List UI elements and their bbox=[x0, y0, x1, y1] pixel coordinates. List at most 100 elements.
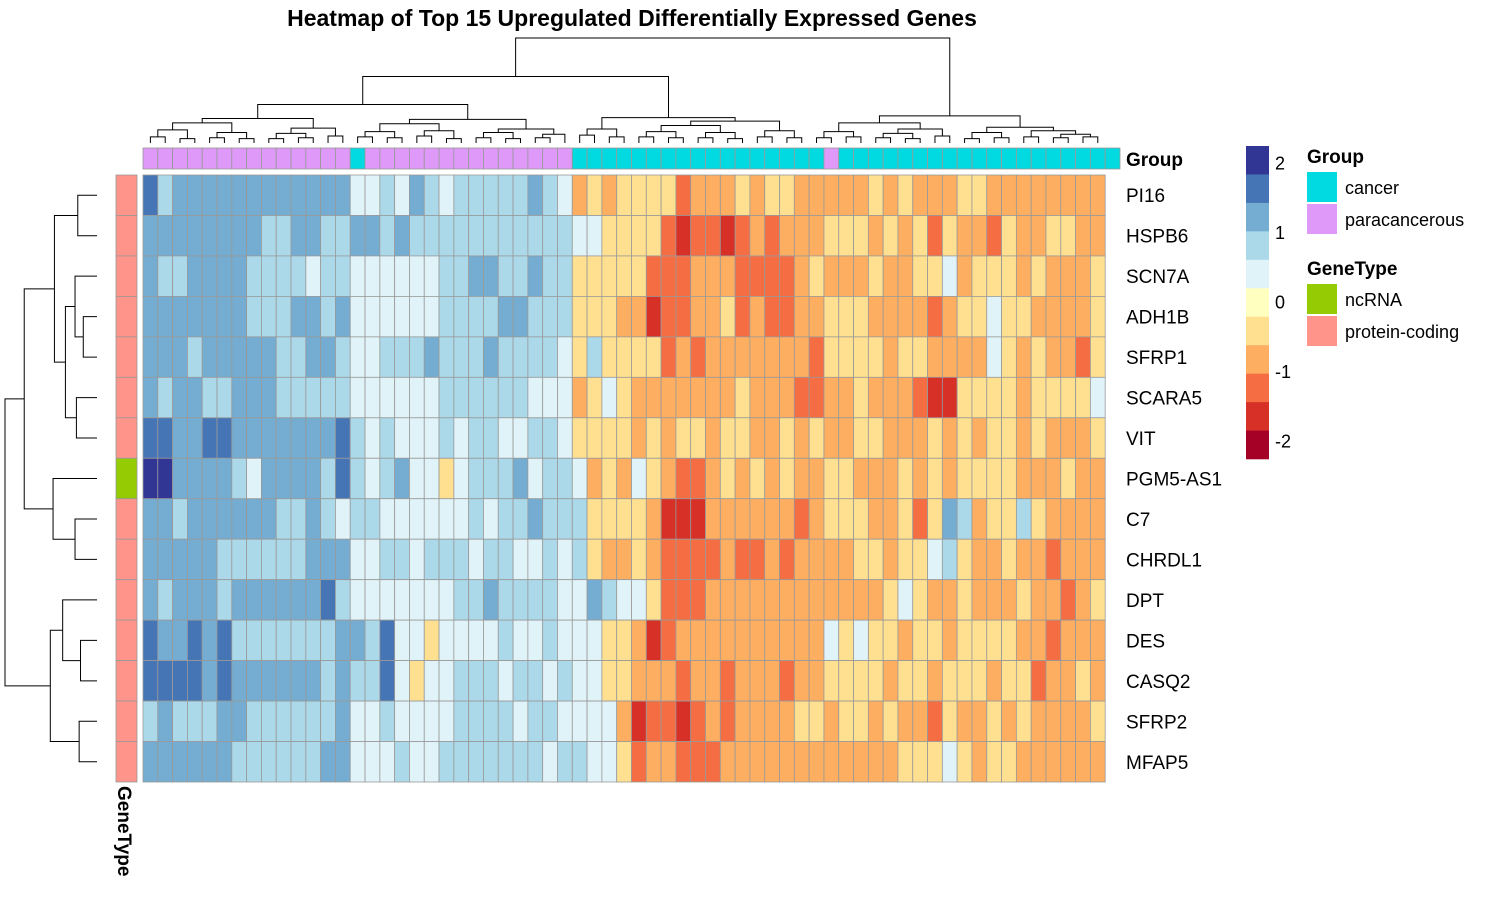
heatmap-cell bbox=[468, 498, 484, 540]
heatmap-cell bbox=[320, 417, 336, 459]
heatmap-cell bbox=[142, 174, 159, 216]
heatmap-cell bbox=[172, 417, 188, 459]
heatmap-cell bbox=[290, 174, 307, 216]
heatmap-cell bbox=[719, 215, 736, 257]
heatmap-cell bbox=[808, 417, 825, 459]
dendrogram-branch bbox=[1060, 133, 1091, 138]
heatmap-cell bbox=[557, 215, 573, 257]
heatmap-cell bbox=[912, 295, 928, 338]
heatmap-cell bbox=[394, 700, 410, 742]
heatmap-cell bbox=[364, 295, 381, 338]
heatmap-cell bbox=[823, 538, 840, 581]
group-annotation-cell bbox=[142, 147, 159, 170]
heatmap-cell bbox=[1045, 215, 1062, 257]
genetype-annotation-cell bbox=[115, 619, 138, 662]
heatmap-cell bbox=[364, 579, 381, 621]
heatmap-cell bbox=[823, 215, 840, 257]
heatmap-cell bbox=[660, 255, 677, 297]
heatmap-cell bbox=[853, 579, 869, 621]
heatmap-cell bbox=[349, 538, 366, 581]
heatmap-cell bbox=[216, 741, 233, 783]
heatmap-cell bbox=[719, 741, 736, 783]
heatmap-cell bbox=[157, 660, 174, 702]
heatmap-cell bbox=[557, 417, 573, 459]
row-label: DPT bbox=[1126, 591, 1164, 612]
dendrogram-branch bbox=[78, 720, 97, 763]
heatmap-cell bbox=[853, 498, 869, 540]
heatmap-cell bbox=[616, 457, 632, 500]
dendrogram-branch bbox=[515, 37, 951, 116]
dendrogram-branch bbox=[362, 76, 670, 118]
heatmap-cell bbox=[690, 376, 706, 419]
heatmap-cell bbox=[749, 215, 766, 257]
row-label: SFRP2 bbox=[1126, 712, 1187, 733]
heatmap-cell bbox=[423, 215, 440, 257]
heatmap-cell bbox=[631, 457, 647, 500]
heatmap-cell bbox=[527, 215, 544, 257]
heatmap-cell bbox=[690, 741, 706, 783]
heatmap-cell bbox=[675, 417, 692, 459]
heatmap-cell bbox=[187, 295, 203, 338]
heatmap-cell bbox=[172, 376, 188, 419]
heatmap-cell bbox=[675, 538, 692, 581]
heatmap-cell bbox=[320, 498, 336, 540]
heatmap-cell bbox=[142, 700, 159, 742]
heatmap-cell bbox=[1075, 174, 1091, 216]
heatmap-cell bbox=[823, 700, 840, 742]
heatmap-cell bbox=[231, 579, 248, 621]
heatmap-cell bbox=[379, 255, 396, 297]
heatmap-cell bbox=[542, 538, 558, 581]
group-legend-label: paracancerous bbox=[1345, 210, 1464, 230]
heatmap-cell bbox=[557, 660, 573, 702]
heatmap-cell bbox=[749, 376, 766, 419]
heatmap-cell bbox=[275, 660, 292, 702]
heatmap-cell bbox=[971, 174, 988, 216]
heatmap-cell bbox=[275, 457, 292, 500]
color-scale-segment bbox=[1246, 174, 1269, 204]
heatmap-cell bbox=[823, 579, 840, 621]
heatmap-cell bbox=[305, 417, 322, 459]
dendrogram-branch bbox=[838, 122, 921, 132]
heatmap-cell bbox=[941, 295, 958, 338]
heatmap-cell bbox=[557, 376, 573, 419]
heatmap-cell bbox=[897, 255, 914, 297]
genetype-annotation-cell bbox=[115, 741, 138, 783]
heatmap-cell bbox=[631, 255, 647, 297]
heatmap-cell bbox=[660, 215, 677, 257]
heatmap-cell bbox=[660, 579, 677, 621]
heatmap-cell bbox=[1089, 700, 1106, 742]
heatmap-cell bbox=[586, 619, 603, 662]
heatmap-cell bbox=[571, 295, 588, 338]
heatmap-cell bbox=[542, 619, 558, 662]
heatmap-cell bbox=[1089, 619, 1106, 662]
heatmap-cell bbox=[1030, 579, 1047, 621]
row-dendrogram bbox=[4, 194, 97, 763]
heatmap-cell bbox=[764, 741, 780, 783]
heatmap-cell bbox=[808, 741, 825, 783]
heatmap-cell bbox=[394, 660, 410, 702]
heatmap-cell bbox=[1060, 619, 1076, 662]
heatmap-cell bbox=[1001, 376, 1017, 419]
heatmap-cell bbox=[335, 741, 351, 783]
dendrogram-branch bbox=[660, 125, 721, 133]
heatmap-cell bbox=[187, 619, 203, 662]
heatmap-cell bbox=[601, 660, 618, 702]
heatmap-cell bbox=[409, 295, 425, 338]
heatmap-cell bbox=[320, 336, 336, 378]
dendrogram-branch bbox=[882, 132, 914, 139]
heatmap-cell bbox=[157, 295, 174, 338]
heatmap-cell bbox=[749, 498, 766, 540]
heatmap-cell bbox=[305, 174, 322, 216]
heatmap-cell bbox=[483, 700, 499, 742]
heatmap-cell bbox=[779, 376, 795, 419]
heatmap-cell bbox=[557, 174, 573, 216]
heatmap-cell bbox=[527, 255, 544, 297]
heatmap-cell bbox=[1030, 417, 1047, 459]
heatmap-cell bbox=[542, 174, 558, 216]
heatmap-cell bbox=[882, 417, 899, 459]
heatmap-cell bbox=[349, 255, 366, 297]
group-annotation-cell bbox=[364, 147, 381, 170]
heatmap-cell bbox=[586, 255, 603, 297]
heatmap-cell bbox=[142, 498, 159, 540]
